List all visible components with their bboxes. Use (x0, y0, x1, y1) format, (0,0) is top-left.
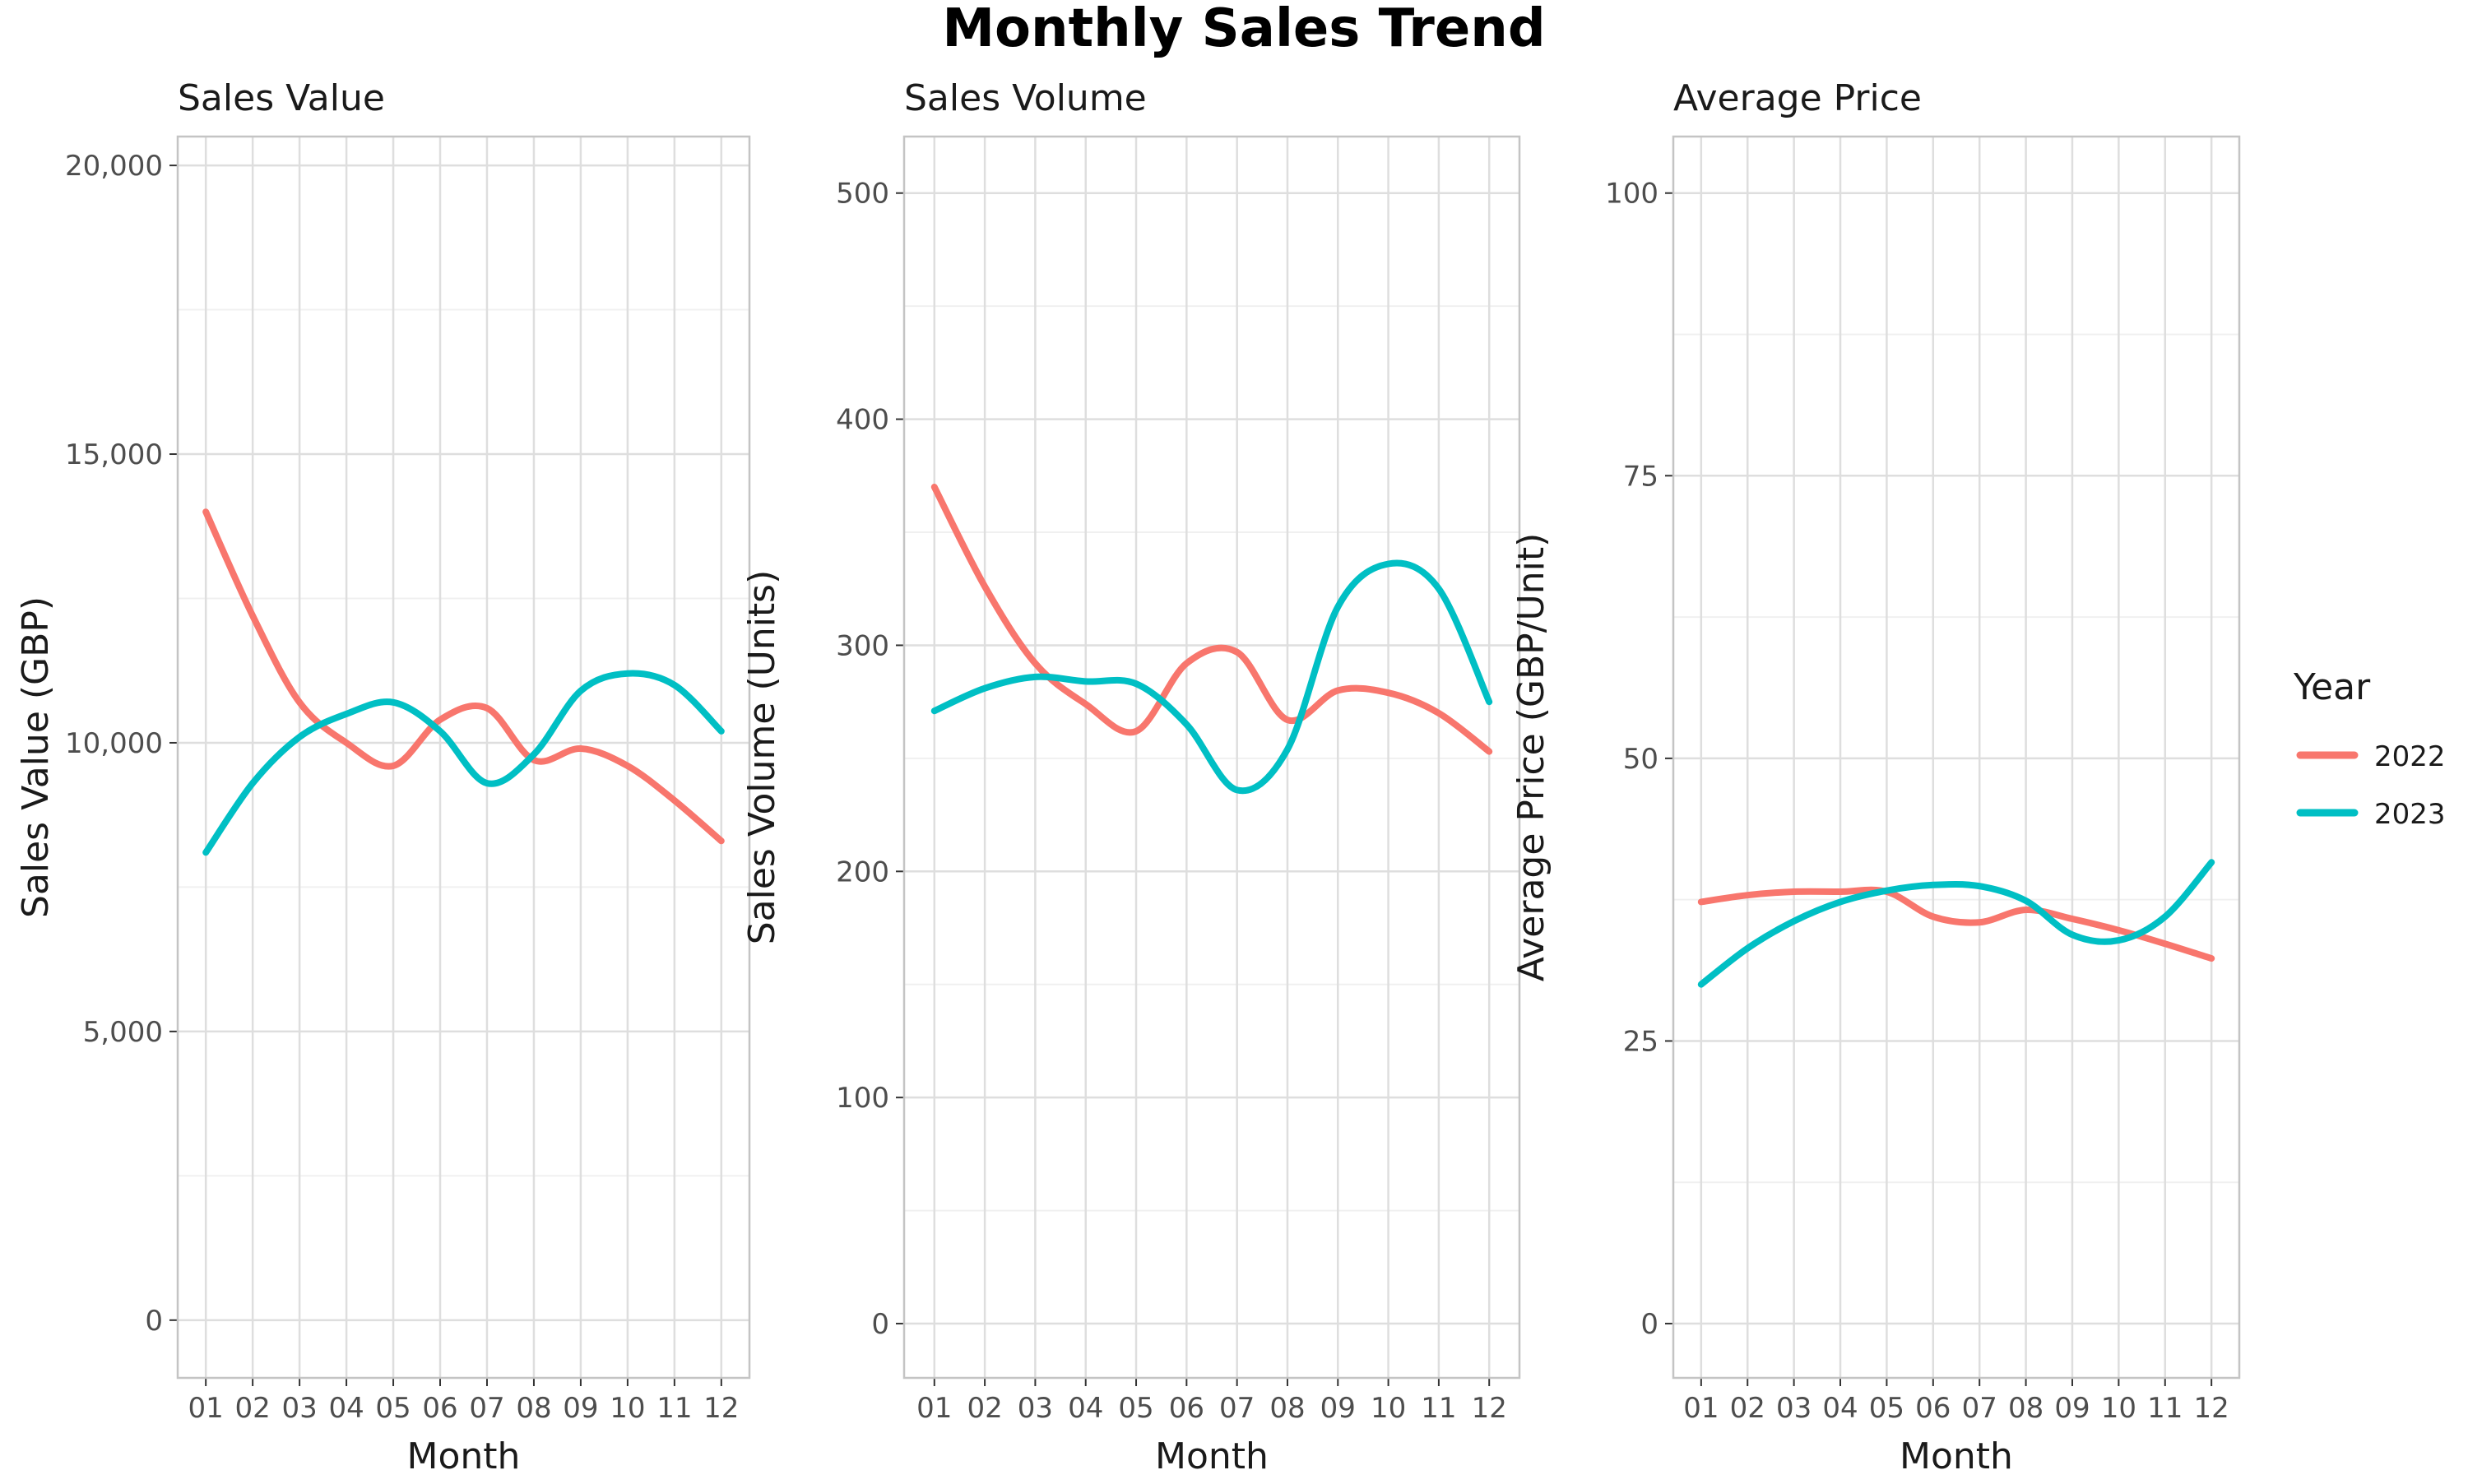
series-line-2022 (202, 508, 725, 845)
series-line-2022 (930, 484, 1493, 755)
y-tick-label: 5,000 (83, 1016, 163, 1049)
x-tick-label: 09 (1320, 1392, 1356, 1425)
legend-label-2022: 2022 (2374, 740, 2446, 773)
x-tick-label: 02 (235, 1392, 271, 1425)
x-tick-label: 01 (916, 1392, 952, 1425)
panel-2: Sales Volume 0 100 200 300 400 500 01 02 03 04 05 06… (741, 77, 1521, 1477)
x-tick-label: 05 (1869, 1392, 1904, 1425)
series-line-2023 (1697, 859, 2215, 988)
y-tick-label: 10,000 (65, 727, 163, 760)
series-line-2022 (1697, 886, 2215, 962)
x-axis-label: Month (1155, 1435, 1269, 1477)
y-axis-label: Sales Volume (Units) (741, 570, 783, 945)
x-tick-label: 11 (2147, 1392, 2183, 1425)
x-tick-label: 08 (516, 1392, 551, 1425)
x-tick-label: 03 (1776, 1392, 1812, 1425)
x-tick-label: 12 (703, 1392, 739, 1425)
x-axis-label: Month (1900, 1435, 2013, 1477)
x-tick-label: 02 (967, 1392, 1002, 1425)
y-tick-label: 0 (1640, 1308, 1658, 1341)
x-tick-label: 12 (2194, 1392, 2229, 1425)
y-tick-label: 200 (836, 856, 889, 888)
x-tick-label: 07 (1962, 1392, 1997, 1425)
y-axis-label: Average Price (GBP/Unit) (1510, 533, 1552, 982)
x-tick-label: 11 (1421, 1392, 1456, 1425)
x-tick-label: 12 (1472, 1392, 1507, 1425)
panel-title: Sales Volume (904, 77, 1147, 119)
x-tick-label: 09 (563, 1392, 598, 1425)
x-tick-label: 05 (1118, 1392, 1153, 1425)
x-axis-label: Month (407, 1435, 521, 1477)
x-tick-label: 08 (2008, 1392, 2044, 1425)
x-tick-label: 06 (1915, 1392, 1951, 1425)
panel-border (902, 135, 1521, 1380)
panel-border (1672, 135, 2241, 1380)
y-tick-label: 400 (836, 404, 889, 437)
y-tick-label: 75 (1623, 460, 1658, 493)
x-tick-label: 04 (1822, 1392, 1858, 1425)
x-tick-label: 05 (375, 1392, 411, 1425)
y-tick-label: 15,000 (65, 438, 163, 471)
x-tick-label: 01 (188, 1392, 224, 1425)
x-tick-label: 03 (1018, 1392, 1053, 1425)
y-tick-label: 300 (836, 629, 889, 662)
x-tick-label: 02 (1730, 1392, 1765, 1425)
x-tick-label: 10 (1371, 1392, 1406, 1425)
x-tick-label: 11 (656, 1392, 692, 1425)
x-tick-label: 04 (328, 1392, 364, 1425)
y-tick-label: 0 (145, 1305, 163, 1338)
x-tick-label: 01 (1683, 1392, 1719, 1425)
x-tick-label: 10 (610, 1392, 645, 1425)
chart-main-title: Monthly Sales Trend (942, 0, 1545, 59)
x-tick-label: 09 (2054, 1392, 2090, 1425)
x-tick-label: 04 (1068, 1392, 1103, 1425)
x-tick-label: 07 (469, 1392, 504, 1425)
y-tick-label: 50 (1623, 743, 1658, 776)
x-tick-label: 08 (1269, 1392, 1305, 1425)
y-tick-label: 25 (1623, 1025, 1658, 1058)
x-tick-label: 06 (422, 1392, 457, 1425)
legend-title: Year (2293, 666, 2371, 708)
series-line-2023 (930, 559, 1493, 795)
panel-title: Sales Value (178, 77, 385, 119)
y-tick-label: 100 (836, 1082, 889, 1115)
x-tick-label: 06 (1169, 1392, 1204, 1425)
y-tick-label: 100 (1605, 178, 1658, 211)
x-tick-label: 10 (2101, 1392, 2136, 1425)
panel-title: Average Price (1673, 77, 1922, 119)
panel-1: Sales Value 0 5,000 10,000 15,000 20,000 01 02 0… (15, 77, 751, 1477)
y-tick-label: 0 (871, 1308, 889, 1341)
series-line-2023 (202, 670, 725, 856)
y-tick-label: 500 (836, 178, 889, 211)
x-tick-label: 07 (1219, 1392, 1255, 1425)
y-axis-label: Sales Value (GBP) (15, 596, 57, 918)
y-tick-label: 20,000 (65, 150, 163, 183)
x-tick-label: 03 (281, 1392, 317, 1425)
panel-border (176, 135, 751, 1380)
legend-label-2023: 2023 (2374, 798, 2446, 831)
panel-3: Average Price 0 25 50 75 100 01 02 03 04 05 06 07 08 0… (1510, 77, 2241, 1477)
legend: Year 2022 2023 (2293, 666, 2446, 831)
